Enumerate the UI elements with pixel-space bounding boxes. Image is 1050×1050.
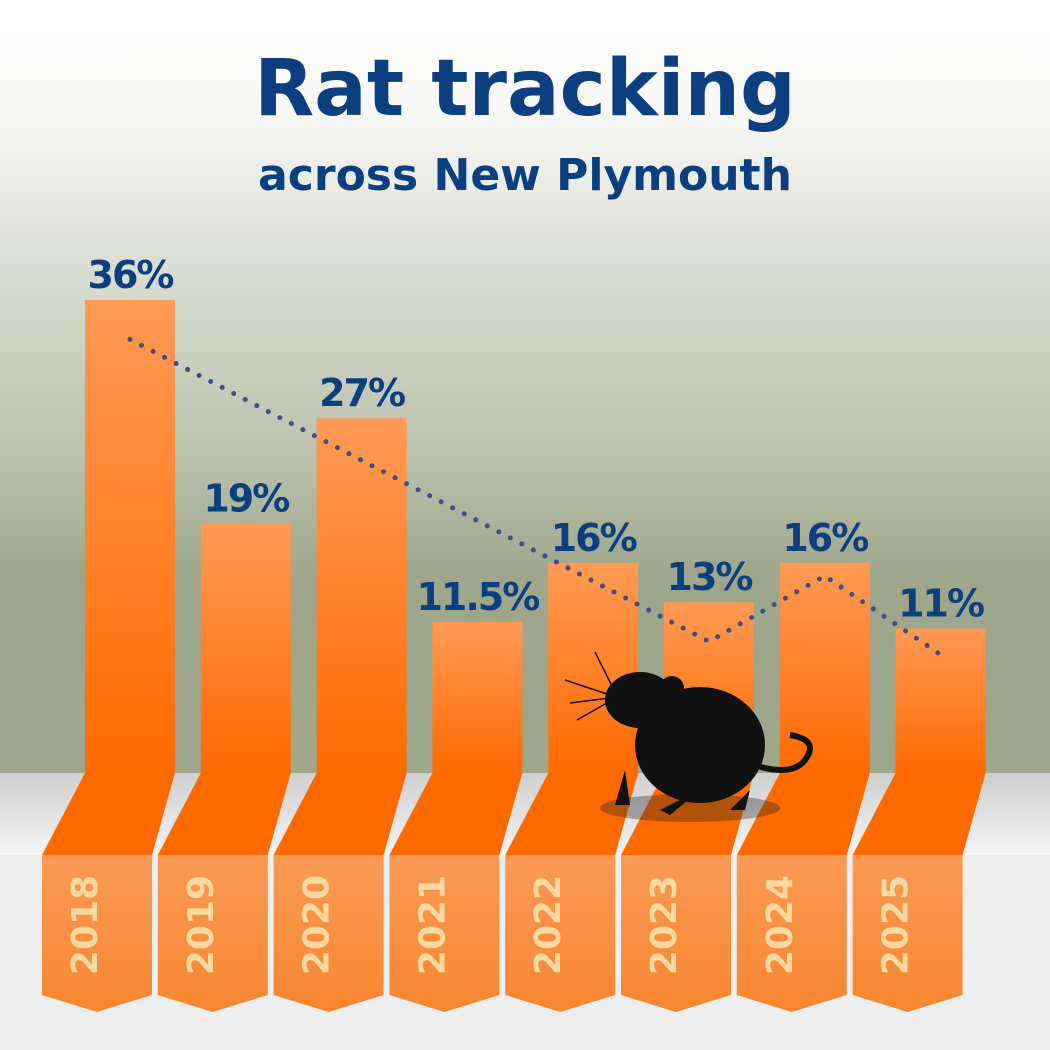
category-tab bbox=[157, 855, 268, 1012]
ribbon-fold bbox=[505, 773, 639, 855]
ribbon-fold bbox=[157, 773, 291, 855]
ribbon-fold bbox=[273, 773, 407, 855]
x-tick-label: 2020 bbox=[297, 875, 338, 975]
x-tick-label: 2024 bbox=[760, 875, 801, 975]
bar bbox=[895, 628, 986, 773]
chart-subtitle: across New Plymouth bbox=[258, 150, 792, 201]
trend-line bbox=[127, 336, 944, 658]
ribbon-fold bbox=[736, 773, 870, 855]
category-tab bbox=[736, 855, 847, 1012]
x-tick-label: 2022 bbox=[528, 875, 569, 975]
data-label: 11% bbox=[898, 581, 984, 625]
ribbon-fold bbox=[42, 773, 175, 855]
bar bbox=[432, 621, 523, 773]
x-tick-label: 2019 bbox=[181, 875, 222, 975]
data-label: 16% bbox=[782, 516, 868, 560]
rat-silhouette bbox=[564, 651, 813, 822]
data-label: 19% bbox=[203, 476, 289, 520]
bar bbox=[200, 523, 291, 773]
category-tab bbox=[505, 855, 616, 1012]
category-tab bbox=[389, 855, 500, 1012]
ribbon-fold bbox=[389, 773, 523, 855]
category-tab bbox=[852, 855, 963, 1012]
category-tab bbox=[273, 855, 384, 1012]
x-tick-label: 2021 bbox=[412, 875, 453, 975]
data-label: 11.5% bbox=[416, 575, 539, 619]
category-tab bbox=[621, 855, 731, 1012]
bar bbox=[85, 299, 175, 773]
ribbon-fold bbox=[852, 773, 986, 855]
data-label: 13% bbox=[667, 555, 753, 599]
bar bbox=[548, 562, 639, 773]
x-tick-label: 2018 bbox=[65, 875, 106, 975]
x-tick-label: 2025 bbox=[876, 875, 917, 975]
data-label: 16% bbox=[551, 516, 637, 560]
bar bbox=[779, 562, 870, 773]
bar bbox=[316, 418, 407, 773]
x-tick-label: 2023 bbox=[644, 875, 685, 975]
category-tab bbox=[42, 855, 152, 1012]
data-label: 36% bbox=[88, 253, 174, 297]
chart-title: Rat tracking bbox=[254, 44, 796, 134]
data-label: 27% bbox=[319, 371, 405, 415]
